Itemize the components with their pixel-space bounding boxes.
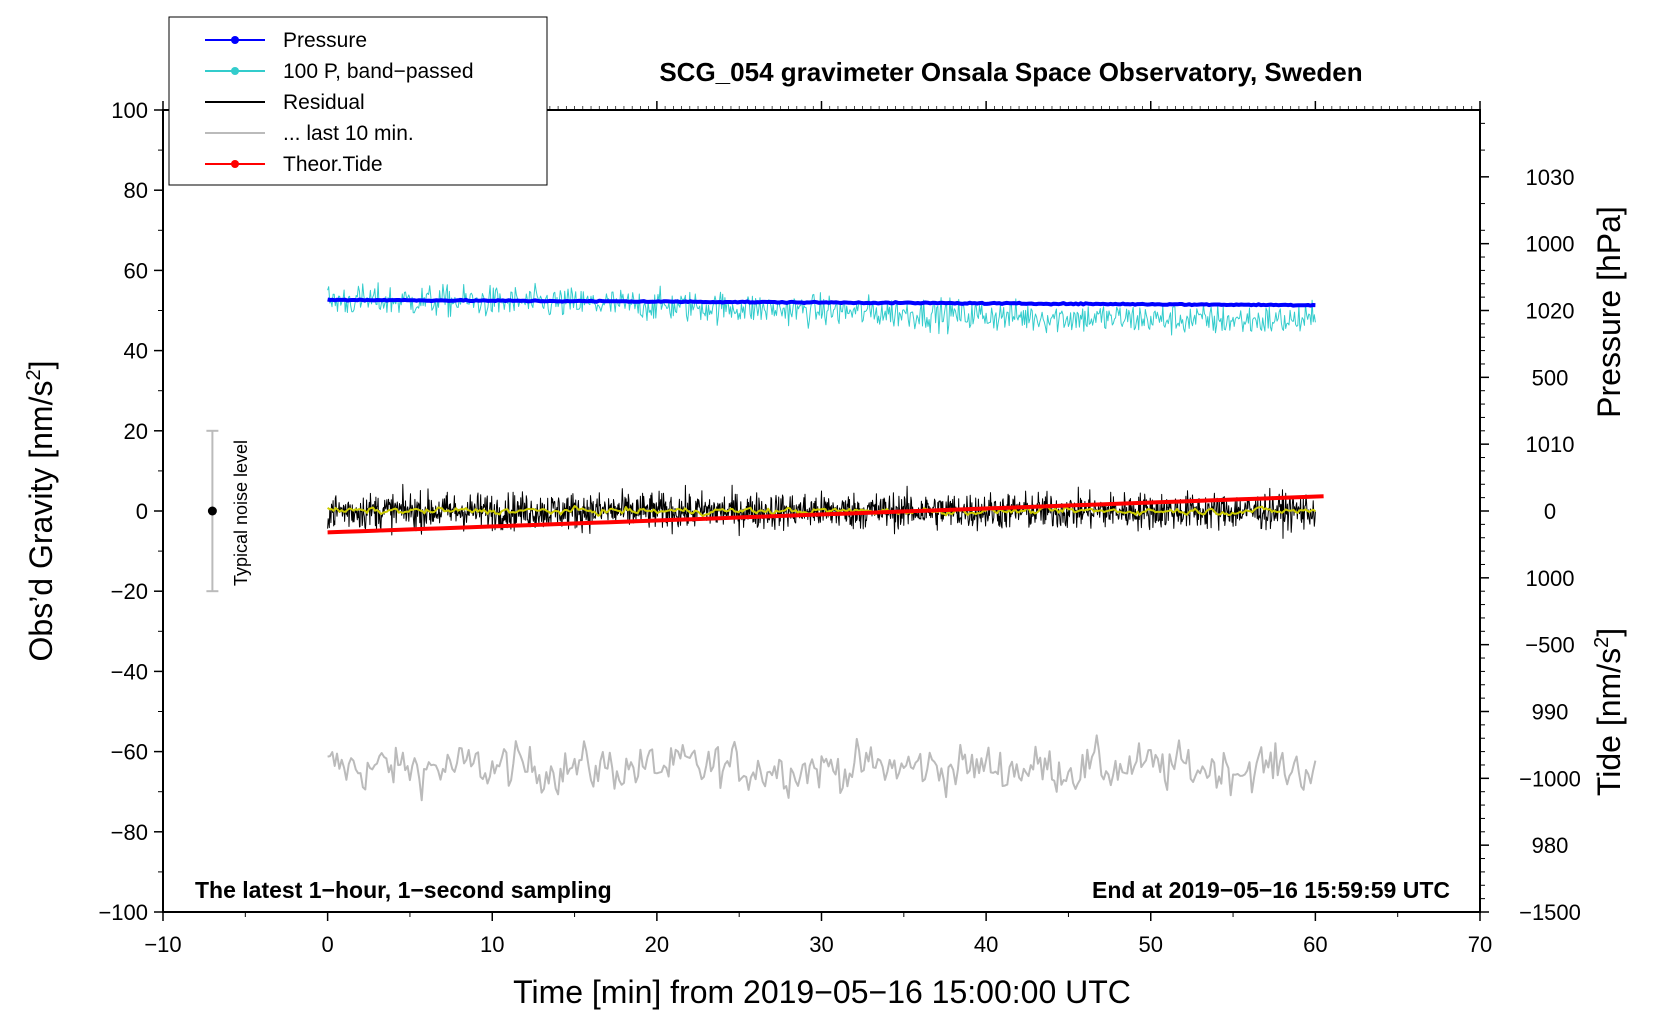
y-left-tick-label: 0 xyxy=(136,499,148,524)
y-axis-left-label-main: Obs’d Gravity [nm/s xyxy=(23,381,59,662)
annotation-sampling: The latest 1−hour, 1−second sampling xyxy=(195,877,612,903)
series-band-passed-pressure xyxy=(327,282,1316,336)
tide-tick-label: −1500 xyxy=(1519,900,1581,925)
tide-tick-label: −500 xyxy=(1525,633,1575,658)
series-pressure xyxy=(327,297,1316,308)
y-left-tick-label: −20 xyxy=(111,579,148,604)
y-axis-tide-label-main: Tide [nm/s xyxy=(1591,648,1627,796)
legend: Pressure 100 P, band−passed Residual ... la… xyxy=(205,29,474,176)
pressure-tick-label: 980 xyxy=(1532,833,1569,858)
annotation-end-time: End at 2019−05−16 15:59:59 UTC xyxy=(1092,877,1450,903)
pressure-tick-label: 990 xyxy=(1532,700,1569,725)
chart-title: SCG_054 gravimeter Onsala Space Observat… xyxy=(659,57,1362,87)
noise-bar-center xyxy=(207,506,217,516)
y-left-tick-label: −40 xyxy=(111,659,148,684)
y-axis-tide-label: Tide [nm/s2] xyxy=(1591,628,1627,796)
pressure-tick-label: 1010 xyxy=(1526,432,1575,457)
x-tick-label: 20 xyxy=(645,932,669,957)
x-axis-label: Time [min] from 2019−05−16 15:00:00 UTC xyxy=(513,974,1131,1010)
legend-label: Theor.Tide xyxy=(283,153,383,176)
x-tick-label: 50 xyxy=(1139,932,1163,957)
y-axis-tide-label-end: ] xyxy=(1591,628,1627,637)
y-left-tick-label: 80 xyxy=(124,178,148,203)
y-axis-left-label-end: ] xyxy=(23,361,59,370)
x-tick-label: 40 xyxy=(974,932,998,957)
y-axis-left-label-sup: 2 xyxy=(23,369,45,380)
y-left-tick-label: 40 xyxy=(124,339,148,364)
tide-tick-label: −1000 xyxy=(1519,766,1581,791)
y-left-tick-label: 100 xyxy=(111,98,148,123)
y-axis-tide-label-sup: 2 xyxy=(1591,637,1613,648)
series-theoretical-tide xyxy=(327,494,1324,535)
legend-marker xyxy=(231,160,239,168)
y-left-tick-label: −60 xyxy=(111,740,148,765)
legend-label: Residual xyxy=(283,91,365,114)
x-tick-label: 0 xyxy=(322,932,334,957)
tide-tick-label: 500 xyxy=(1532,365,1569,390)
legend-label: ... last 10 min. xyxy=(283,122,414,145)
series-residual-smoothed xyxy=(327,504,1316,518)
tide-tick-label: 0 xyxy=(1544,499,1556,524)
y-left-tick-label: −80 xyxy=(111,820,148,845)
pressure-tick-label: 1030 xyxy=(1526,165,1575,190)
y-axis-left-label: Obs’d Gravity [nm/s2] xyxy=(23,361,59,662)
noise-level-bar xyxy=(206,429,219,593)
data-series xyxy=(327,282,1324,802)
legend-marker xyxy=(231,36,239,44)
pressure-tick-label: 1020 xyxy=(1526,299,1575,324)
legend-label: Pressure xyxy=(283,29,367,52)
legend-marker xyxy=(231,67,239,75)
pressure-tick-label: 1000 xyxy=(1526,566,1575,591)
y-left-tick-label: −100 xyxy=(98,900,148,925)
y-left-tick-label: 60 xyxy=(124,258,148,283)
axis-ticks: −10 0 10 20 30 40 50 60 70100806040200−20−40−60−… xyxy=(98,98,1580,957)
y-axis-pressure-label: Pressure [hPa] xyxy=(1591,206,1627,418)
x-tick-label: 10 xyxy=(480,932,504,957)
tide-tick-label: 1000 xyxy=(1526,232,1575,257)
legend-label: 100 P, band−passed xyxy=(283,60,474,83)
x-tick-label: 30 xyxy=(809,932,833,957)
noise-level-label: Typical noise level xyxy=(231,440,251,586)
x-tick-label: −10 xyxy=(144,932,181,957)
x-tick-label: 60 xyxy=(1303,932,1327,957)
series-last-10-min xyxy=(327,734,1317,802)
y-left-tick-label: 20 xyxy=(124,419,148,444)
x-tick-label: 70 xyxy=(1468,932,1492,957)
